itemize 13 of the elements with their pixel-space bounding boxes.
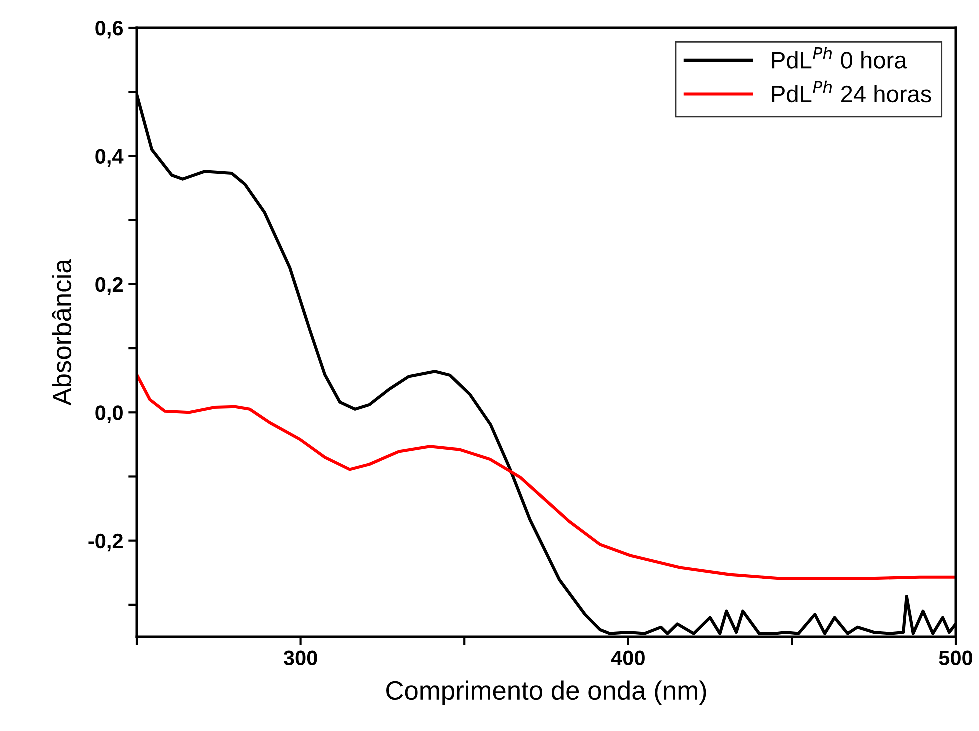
x-tick-label: 500 — [939, 650, 973, 666]
y-tick-label: 0,2 — [96, 277, 123, 296]
y-tick-label: 0,4 — [96, 149, 124, 167]
y-tick-label: 0,0 — [96, 406, 123, 424]
x-tick-label: 300 — [284, 650, 318, 666]
y-tick-label: 0,6 — [96, 21, 124, 39]
legend-label: PdL$^{Ph}$ 0 hora — [772, 47, 908, 69]
y-axis-title: Absorbância — [52, 259, 72, 406]
line-series — [137, 373, 956, 580]
x-tick-label: 400 — [611, 650, 645, 666]
legend-label: PdL$^{Ph}$ 24 horas — [772, 80, 932, 103]
y-tick-label: -0,2 — [88, 534, 123, 552]
x-axis-title: Comprimento de onda (nm) — [386, 680, 706, 706]
